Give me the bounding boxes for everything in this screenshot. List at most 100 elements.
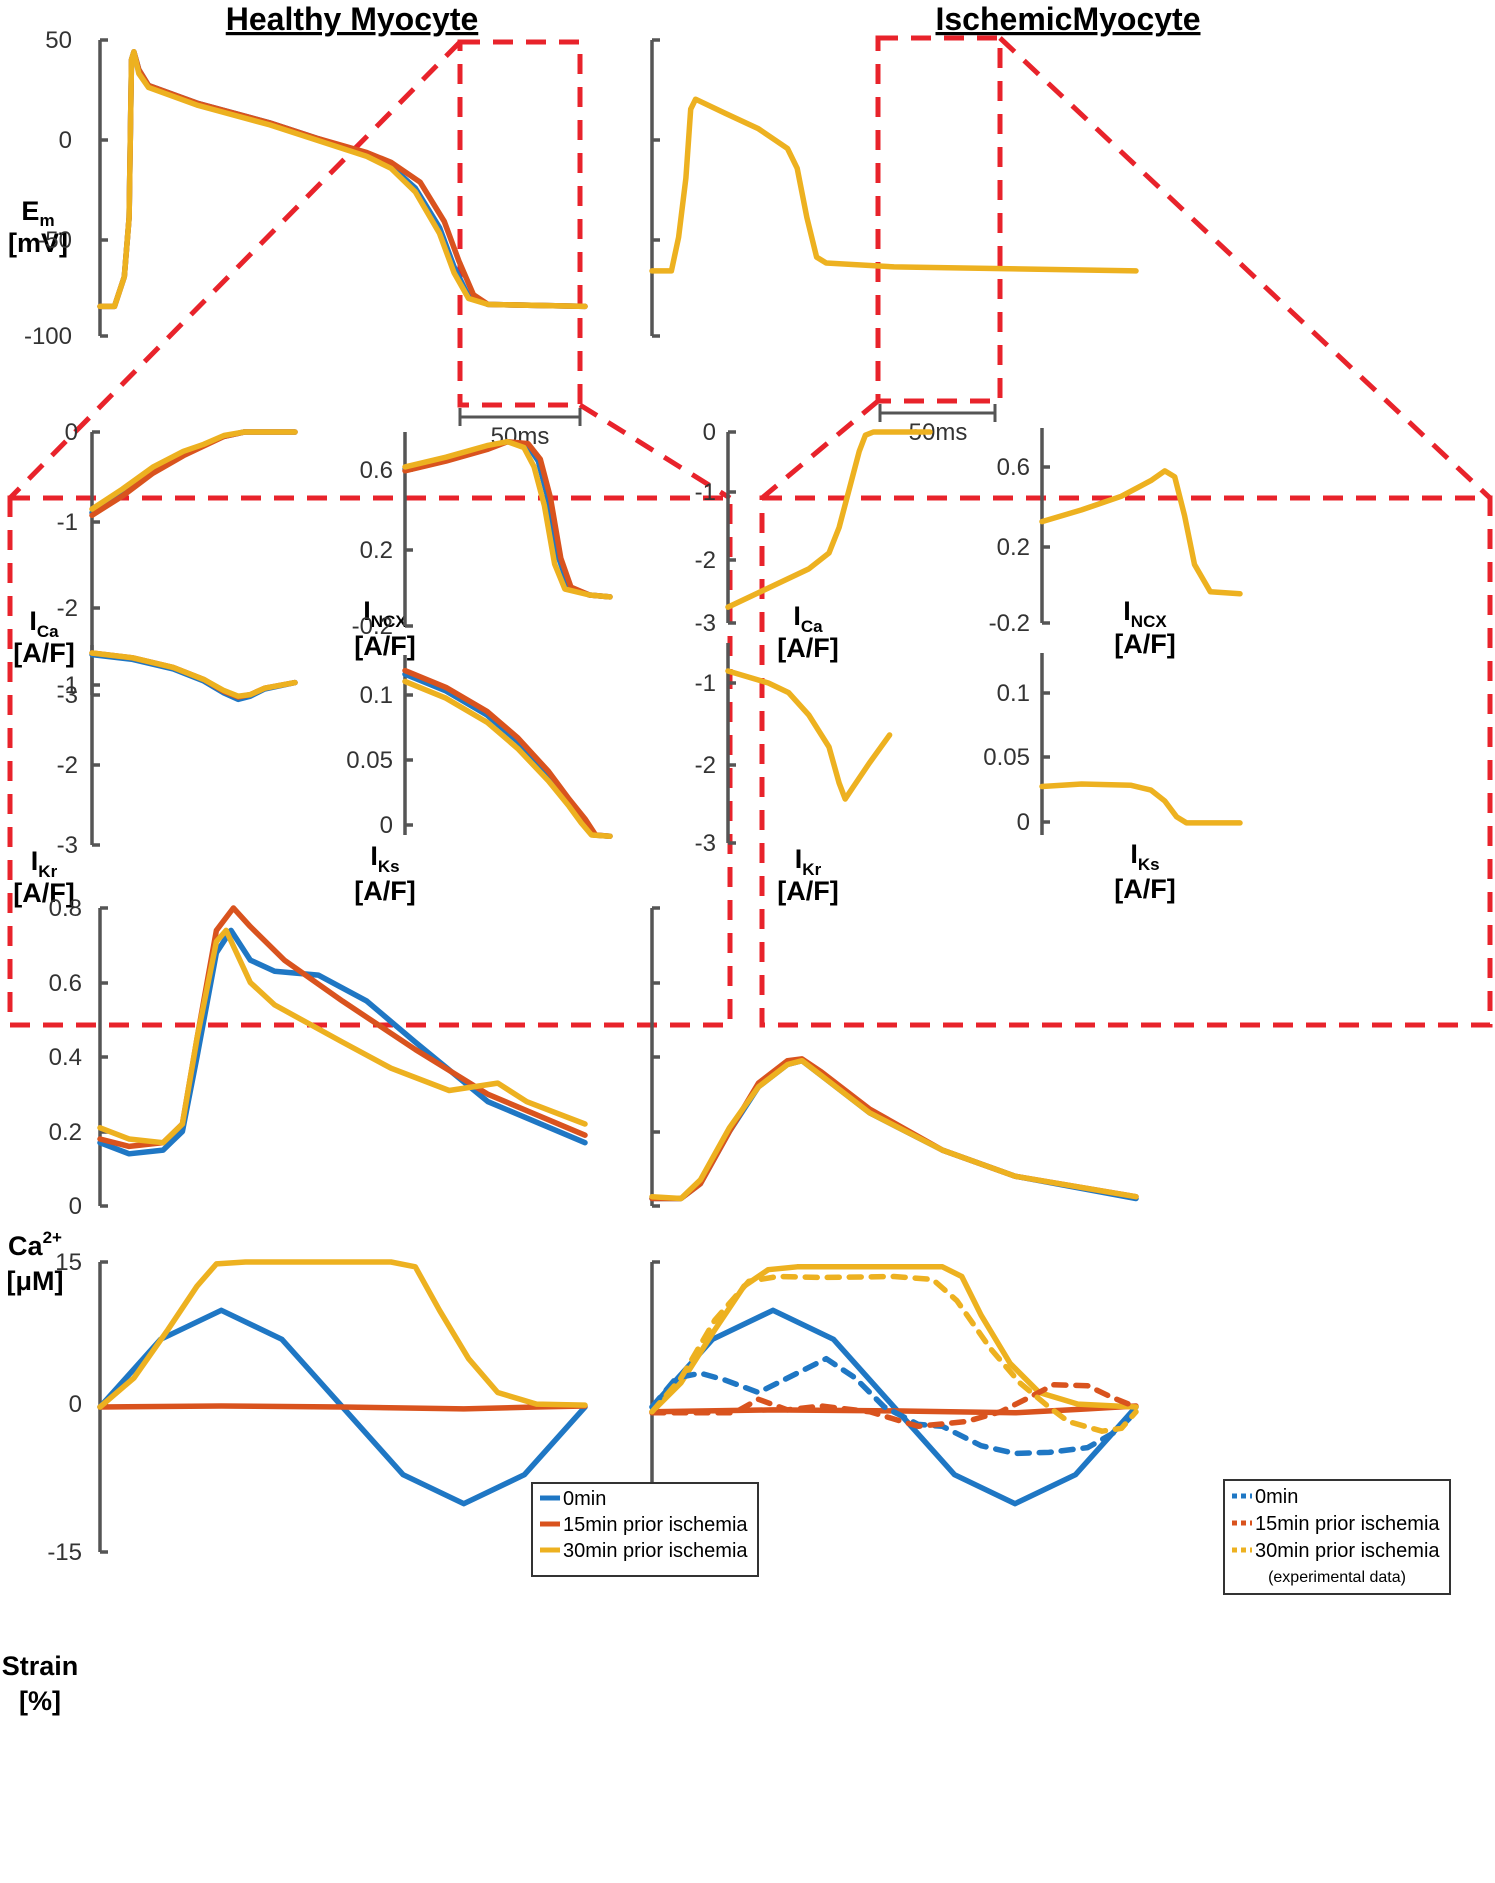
tick-label-ca-healthy-4: 0 — [69, 1193, 82, 1220]
panels-layer: 500-50-1000-1-2-30.60.2-0.2-1-2-30.10.05… — [24, 27, 1243, 1566]
series-line-incx-healthy-30min-prior-ischemia — [402, 438, 613, 600]
svg-text:Em: Em — [21, 196, 54, 230]
panel-ca-healthy: 0.8 0.6 0.4 0.2 0 — [49, 895, 588, 1220]
svg-text:ICa: ICa — [793, 601, 823, 636]
em-label-sub: m — [39, 211, 54, 230]
zoom-connector-healthy-right — [578, 402, 732, 501]
tick-label-ica-ischemic-0: 0 — [703, 419, 716, 446]
tick-label-incx-ischemic-2: -0.2 — [989, 610, 1030, 637]
panel-iks-ischemic: 0.1 0.05 0 — [983, 653, 1243, 836]
y-axis-ica-healthy — [90, 430, 100, 697]
tick-label-incx-ischemic-1: 0.2 — [997, 534, 1030, 561]
svg-text:[A/F]: [A/F] — [777, 633, 838, 663]
svg-text:[A/F]: [A/F] — [13, 638, 74, 668]
iks-ischemic-label: IKs [A/F] — [1114, 839, 1175, 904]
tick-label-em-healthy-1: 0 — [59, 127, 72, 154]
legend-healthy: 0min 15min prior ischemia 30min prior is… — [531, 1482, 759, 1577]
y-axis-iks-healthy — [403, 655, 413, 835]
legend-ischemic-note: (experimental data) — [1268, 1569, 1406, 1586]
tick-label-ca-healthy-2: 0.4 — [49, 1044, 82, 1071]
panel-em-healthy: 50 0 -50 -100 — [24, 27, 588, 350]
tick-label-strain-healthy-1: 0 — [69, 1391, 82, 1418]
tick-label-ca-healthy-3: 0.2 — [49, 1119, 82, 1146]
zoom-connector-healthy-left — [8, 40, 462, 500]
series-line-strain-ischemic-15min-prior-ischemia — [649, 1403, 1139, 1416]
ca-axis-label: Ca2+ [μM] — [7, 1228, 64, 1296]
tick-label-em-healthy-3: -100 — [24, 323, 72, 350]
series-line-ica-healthy-15min-prior-ischemia — [89, 429, 298, 519]
legend-ischemic-frame — [1223, 1479, 1451, 1595]
svg-text:IKr: IKr — [795, 844, 822, 879]
svg-text:Ca2+: Ca2+ — [8, 1228, 62, 1261]
tick-label-incx-healthy-1: 0.2 — [360, 537, 393, 564]
svg-text:IKr: IKr — [31, 846, 58, 881]
y-axis-ikr-ischemic — [726, 643, 736, 845]
tick-label-ikr-ischemic-0: -1 — [695, 670, 716, 697]
legend-healthy-frame — [531, 1482, 759, 1577]
series-line-ca-healthy-0min — [97, 927, 588, 1157]
legend-ischemic-label-30min: 30min prior ischemia — [1255, 1540, 1440, 1562]
svg-text:[A/F]: [A/F] — [354, 876, 415, 906]
tick-label-ica-healthy-2: -2 — [57, 595, 78, 622]
tick-label-iks-ischemic-0: 0.1 — [997, 680, 1030, 707]
em-axis-label: Em [mV] — [8, 196, 68, 258]
legend-healthy-label-0min: 0min — [563, 1488, 606, 1510]
panel-strain-healthy: 15 0 -15 — [47, 1249, 588, 1566]
series-line-iks-ischemic-30min-prior-ischemia — [1039, 781, 1243, 826]
tick-label-strain-healthy-0: 15 — [55, 1249, 82, 1276]
series-line-em-healthy-0min — [97, 49, 588, 310]
zoom-connector-ischemic-left — [760, 399, 880, 500]
zoom-window-healthy — [457, 39, 583, 408]
series-line-iks-healthy-15min-prior-ischemia — [402, 667, 613, 839]
series-line-strain-ischemic-0min — [649, 1307, 1139, 1507]
tick-label-iks-ischemic-2: 0 — [1017, 809, 1030, 836]
tick-label-ica-ischemic-2: -2 — [695, 547, 716, 574]
y-axis-ikr-healthy — [90, 645, 100, 847]
series-line-em-healthy-30min-prior-ischemia — [97, 49, 588, 310]
panel-ikr-ischemic: -1 -2 -3 — [695, 643, 893, 857]
tick-label-em-healthy-0: 50 — [45, 27, 72, 54]
legend-ischemic: 0min 15min prior ischemia 30min prior is… — [1223, 1479, 1451, 1595]
series-line-iks-healthy-30min-prior-ischemia — [402, 678, 613, 839]
incx-ischemic-label: INCX [A/F] — [1114, 596, 1175, 659]
series-line-ica-healthy-30min-prior-ischemia — [89, 429, 298, 512]
svg-text:IKs: IKs — [1130, 839, 1159, 874]
series-line-ca-healthy-30min-prior-ischemia — [97, 927, 588, 1146]
series-line-strain-ischemic-30min-prior-ischemia — [649, 1264, 1139, 1415]
panel-incx-ischemic: 0.6 0.2 -0.2 — [989, 428, 1243, 637]
y-axis-incx-ischemic — [1040, 428, 1050, 625]
svg-text:[A/F]: [A/F] — [1114, 874, 1175, 904]
zoom-panel-ischemic — [759, 495, 1493, 1028]
panel-ica-ischemic: 0 -1 -2 -3 — [695, 419, 933, 637]
y-axis-incx-healthy — [403, 432, 413, 628]
series-line-ica-ischemic-30min-prior-ischemia — [725, 429, 933, 610]
series-line-ca-ischemic-0min — [649, 1057, 1139, 1202]
tick-label-ikr-healthy-0: -1 — [57, 672, 78, 699]
y-axis-iks-ischemic — [1040, 653, 1050, 835]
svg-text:ICa: ICa — [29, 606, 59, 641]
healthy-column-title: Healthy Myocyte — [226, 1, 479, 37]
panel-em-ischemic — [649, 38, 1139, 338]
tick-label-ikr-healthy-2: -3 — [57, 832, 78, 859]
y-axis-ica-ischemic — [726, 430, 736, 625]
tick-label-ikr-ischemic-1: -2 — [695, 752, 716, 779]
tick-label-ica-ischemic-3: -3 — [695, 610, 716, 637]
zoom-window-ischemic — [875, 35, 1003, 404]
series-line-em-ischemic-30min-prior-ischemia — [649, 96, 1139, 274]
y-axis-em-healthy — [98, 38, 108, 338]
series-line-strain-healthy-30min-prior-ischemia — [97, 1259, 588, 1410]
panel-ikr-healthy: -1 -2 -3 — [57, 645, 298, 859]
svg-text:INCX: INCX — [363, 596, 407, 631]
series-line-incx-ischemic-30min-prior-ischemia — [1039, 468, 1243, 597]
em-label-unit: [mV] — [8, 228, 68, 258]
series-line-ikr-healthy-30min-prior-ischemia — [89, 650, 298, 699]
legend-healthy-label-30min: 30min prior ischemia — [563, 1540, 748, 1562]
strain-axis-label: Strain [%] — [2, 1651, 79, 1716]
y-axis-ca-ischemic — [650, 906, 660, 1208]
tick-label-incx-healthy-0: 0.6 — [360, 457, 393, 484]
ica-healthy-label: ICa [A/F] — [13, 606, 74, 668]
series-line-em-healthy-15min-prior-ischemia — [97, 49, 588, 310]
series-line-strain-healthy-15min-prior-ischemia — [97, 1403, 588, 1412]
panel-ica-healthy: 0 -1 -2 -3 — [57, 419, 298, 709]
tick-label-incx-ischemic-0: 0.6 — [997, 454, 1030, 481]
